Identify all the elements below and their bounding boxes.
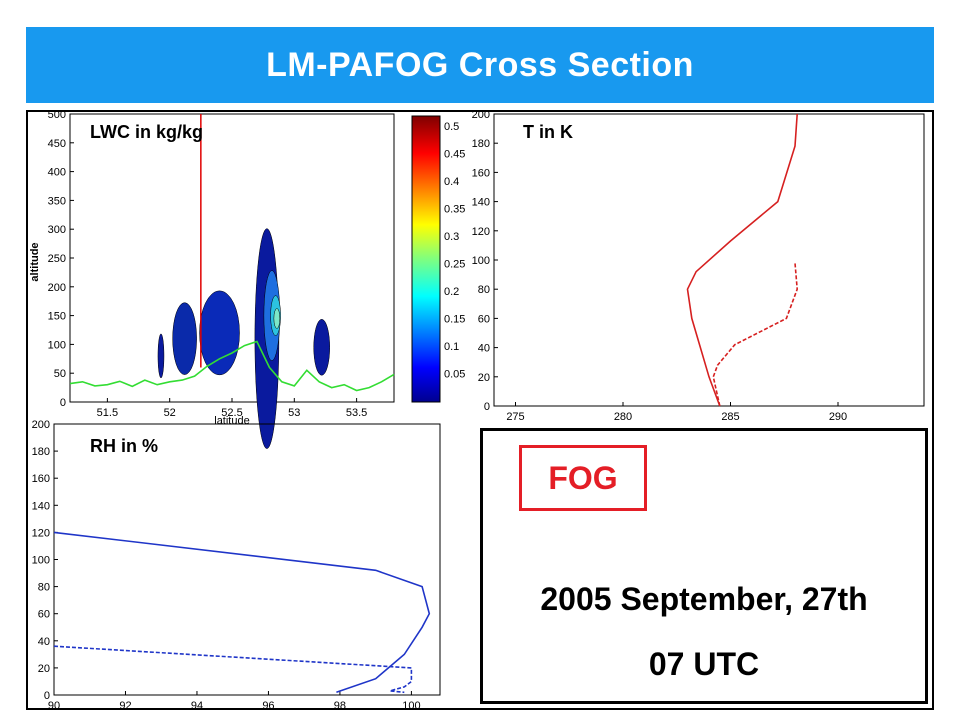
figure-frame: [26, 110, 934, 710]
fog-label: FOG: [548, 459, 618, 496]
title-banner: LM-PAFOG Cross Section: [26, 27, 934, 103]
time-label: 07 UTC: [648, 646, 760, 682]
date-label: 2005 September, 27th: [540, 581, 868, 617]
fog-badge: FOG: [519, 445, 647, 511]
page-title: LM-PAFOG Cross Section: [266, 45, 694, 84]
info-panel: FOG 2005 September, 27th 07 UTC: [480, 428, 928, 704]
